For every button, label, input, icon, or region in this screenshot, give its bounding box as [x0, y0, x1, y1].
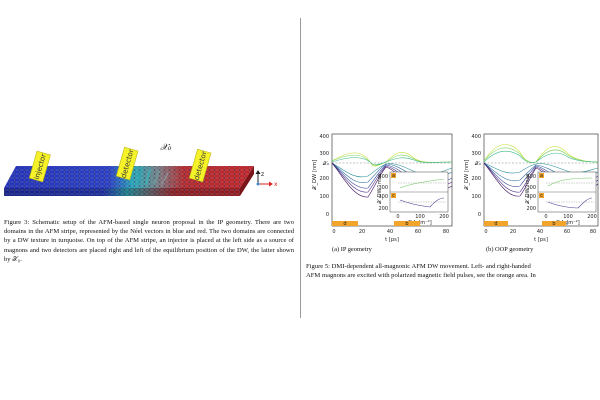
- inset-y-tick: 300: [526, 194, 536, 200]
- panel-ip-y-ticks: 400 300 𝒳₀ 200 100 0: [319, 134, 329, 218]
- x-tick: 0: [484, 229, 487, 235]
- inset-top-label: a: [540, 173, 543, 179]
- subcaption-oop: (b) OOP geometry: [486, 246, 534, 253]
- inset-y-tick: 400: [526, 174, 536, 180]
- bar-left-label: d: [494, 221, 497, 227]
- panel-oop-plot: 400 300 𝒳₀ 200 100 0 𝒳_DW [nm]: [464, 133, 599, 243]
- y-tick: 100: [471, 194, 481, 200]
- figure3-caption: Figure 3: Schematic setup of the AFM-bas…: [4, 218, 294, 264]
- inset-top-label: a: [392, 173, 395, 179]
- inset-y-tick: 200: [378, 206, 388, 212]
- inset-y-tick: 200: [526, 206, 536, 212]
- y-tick: 300: [319, 151, 329, 157]
- panel-oop-inset: a c 400 300 300 200 0 100 200 D [μJm⁻²] …: [525, 171, 597, 226]
- inset-y-label: 𝒳_DW^max: [377, 173, 383, 204]
- bar-right-label: b: [405, 221, 408, 227]
- y-tick-chi0: 𝒳₀: [323, 161, 329, 167]
- x-tick: 40: [387, 229, 393, 235]
- figure5-panel-ip: 400 300 𝒳₀ 200 100 0 𝒳_DW [nm]: [310, 128, 460, 246]
- x-tick: 20: [510, 229, 516, 235]
- inset-x-tick: 100: [563, 214, 573, 220]
- injector-electrode: injector: [28, 150, 51, 183]
- inset-x-tick: 0: [396, 214, 399, 220]
- x-tick: 20: [359, 229, 365, 235]
- subcaption-ip: (a) IP geometry: [332, 246, 372, 253]
- detector-right-electrode: detector: [188, 148, 212, 183]
- y-tick: 200: [471, 176, 481, 182]
- coordinate-axes: z x: [255, 170, 278, 188]
- right-page: 400 300 𝒳₀ 200 100 0 𝒳_DW [nm]: [302, 0, 600, 400]
- axis-x-label: x: [274, 181, 278, 188]
- x-tick: 40: [537, 229, 543, 235]
- inset-y-tick: 300: [378, 194, 388, 200]
- inset-x-tick: 200: [587, 214, 597, 220]
- left-page: injector detector detector 𝒳₀ z x Figure…: [0, 0, 299, 400]
- panel-oop-y-ticks: 400 300 𝒳₀ 200 100 0: [471, 134, 481, 218]
- figure5-caption: Figure 5: DMI-dependent all-magnonic AFM…: [306, 262, 600, 280]
- figure5-caption-line1: Figure 5: DMI-dependent all-magnonic AFM…: [306, 263, 531, 270]
- figure3-caption-text: Schematic setup of the AFM-based single …: [4, 219, 294, 263]
- chi0-label: 𝒳₀: [160, 143, 172, 153]
- y-tick: 200: [319, 176, 329, 182]
- afm-stripe-schematic: injector detector detector 𝒳₀ z x: [4, 143, 278, 196]
- y-tick: 400: [471, 134, 481, 140]
- x-tick: 80: [443, 229, 449, 235]
- panel-ip-y-label: 𝒳_DW [nm]: [312, 160, 318, 190]
- axis-z-label: z: [261, 171, 264, 178]
- column-divider: [300, 18, 301, 318]
- y-tick: 0: [326, 212, 329, 218]
- y-tick: 400: [319, 134, 329, 140]
- panel-oop-y-label: 𝒳_DW [nm]: [464, 160, 470, 190]
- inset-y-tick: 300: [526, 185, 536, 191]
- x-tick: 80: [590, 229, 596, 235]
- inset-bottom-label: c: [540, 193, 543, 199]
- inset-x-label: D [μJm⁻²]: [556, 220, 580, 226]
- bar-left-label: d: [343, 221, 346, 227]
- panel-ip-plot: 400 300 𝒳₀ 200 100 0 𝒳_DW [nm]: [312, 133, 453, 243]
- panel-ip-x-ticks: 0 20 40 60 80: [332, 229, 449, 235]
- bar-right-label: b: [552, 221, 555, 227]
- inset-x-tick: 0: [544, 214, 547, 220]
- inset-y-label: 𝒳_DW^max: [525, 173, 531, 204]
- y-tick-chi0: 𝒳₀: [475, 161, 481, 167]
- y-tick: 0: [478, 212, 481, 218]
- panel-oop-x-ticks: 0 20 40 60 80: [484, 229, 596, 235]
- inset-x-tick: 100: [415, 214, 425, 220]
- x-tick: 60: [415, 229, 421, 235]
- y-tick: 300: [471, 151, 481, 157]
- domain-wall-spins: [129, 168, 178, 185]
- inset-x-tick: 200: [439, 214, 449, 220]
- x-tick: 0: [332, 229, 335, 235]
- panel-ip-pulse-bars: d b: [332, 221, 420, 227]
- panel-ip-inset: a c 400 300 300 200 0 100 200 D [μJm⁻²] …: [377, 171, 449, 226]
- y-tick: 100: [319, 194, 329, 200]
- inset-x-label: D [μJm⁻²]: [408, 220, 432, 226]
- panel-oop-x-label: t [ps]: [534, 237, 548, 243]
- figure5-panel-oop: 400 300 𝒳₀ 200 100 0 𝒳_DW [nm]: [462, 128, 600, 246]
- figure3-caption-label: Figure 3:: [4, 219, 30, 226]
- panel-ip-x-label: t [ps]: [385, 237, 399, 243]
- inset-bottom-label: c: [392, 193, 395, 199]
- inset-y-tick: 400: [378, 174, 388, 180]
- detector-left-electrode: detector: [115, 146, 139, 181]
- figure5-caption-line2: AFM magnons are excited with polarized m…: [306, 272, 536, 280]
- x-tick: 60: [564, 229, 570, 235]
- panel-oop-pulse-bars: d b: [484, 221, 566, 227]
- inset-y-tick: 300: [378, 185, 388, 191]
